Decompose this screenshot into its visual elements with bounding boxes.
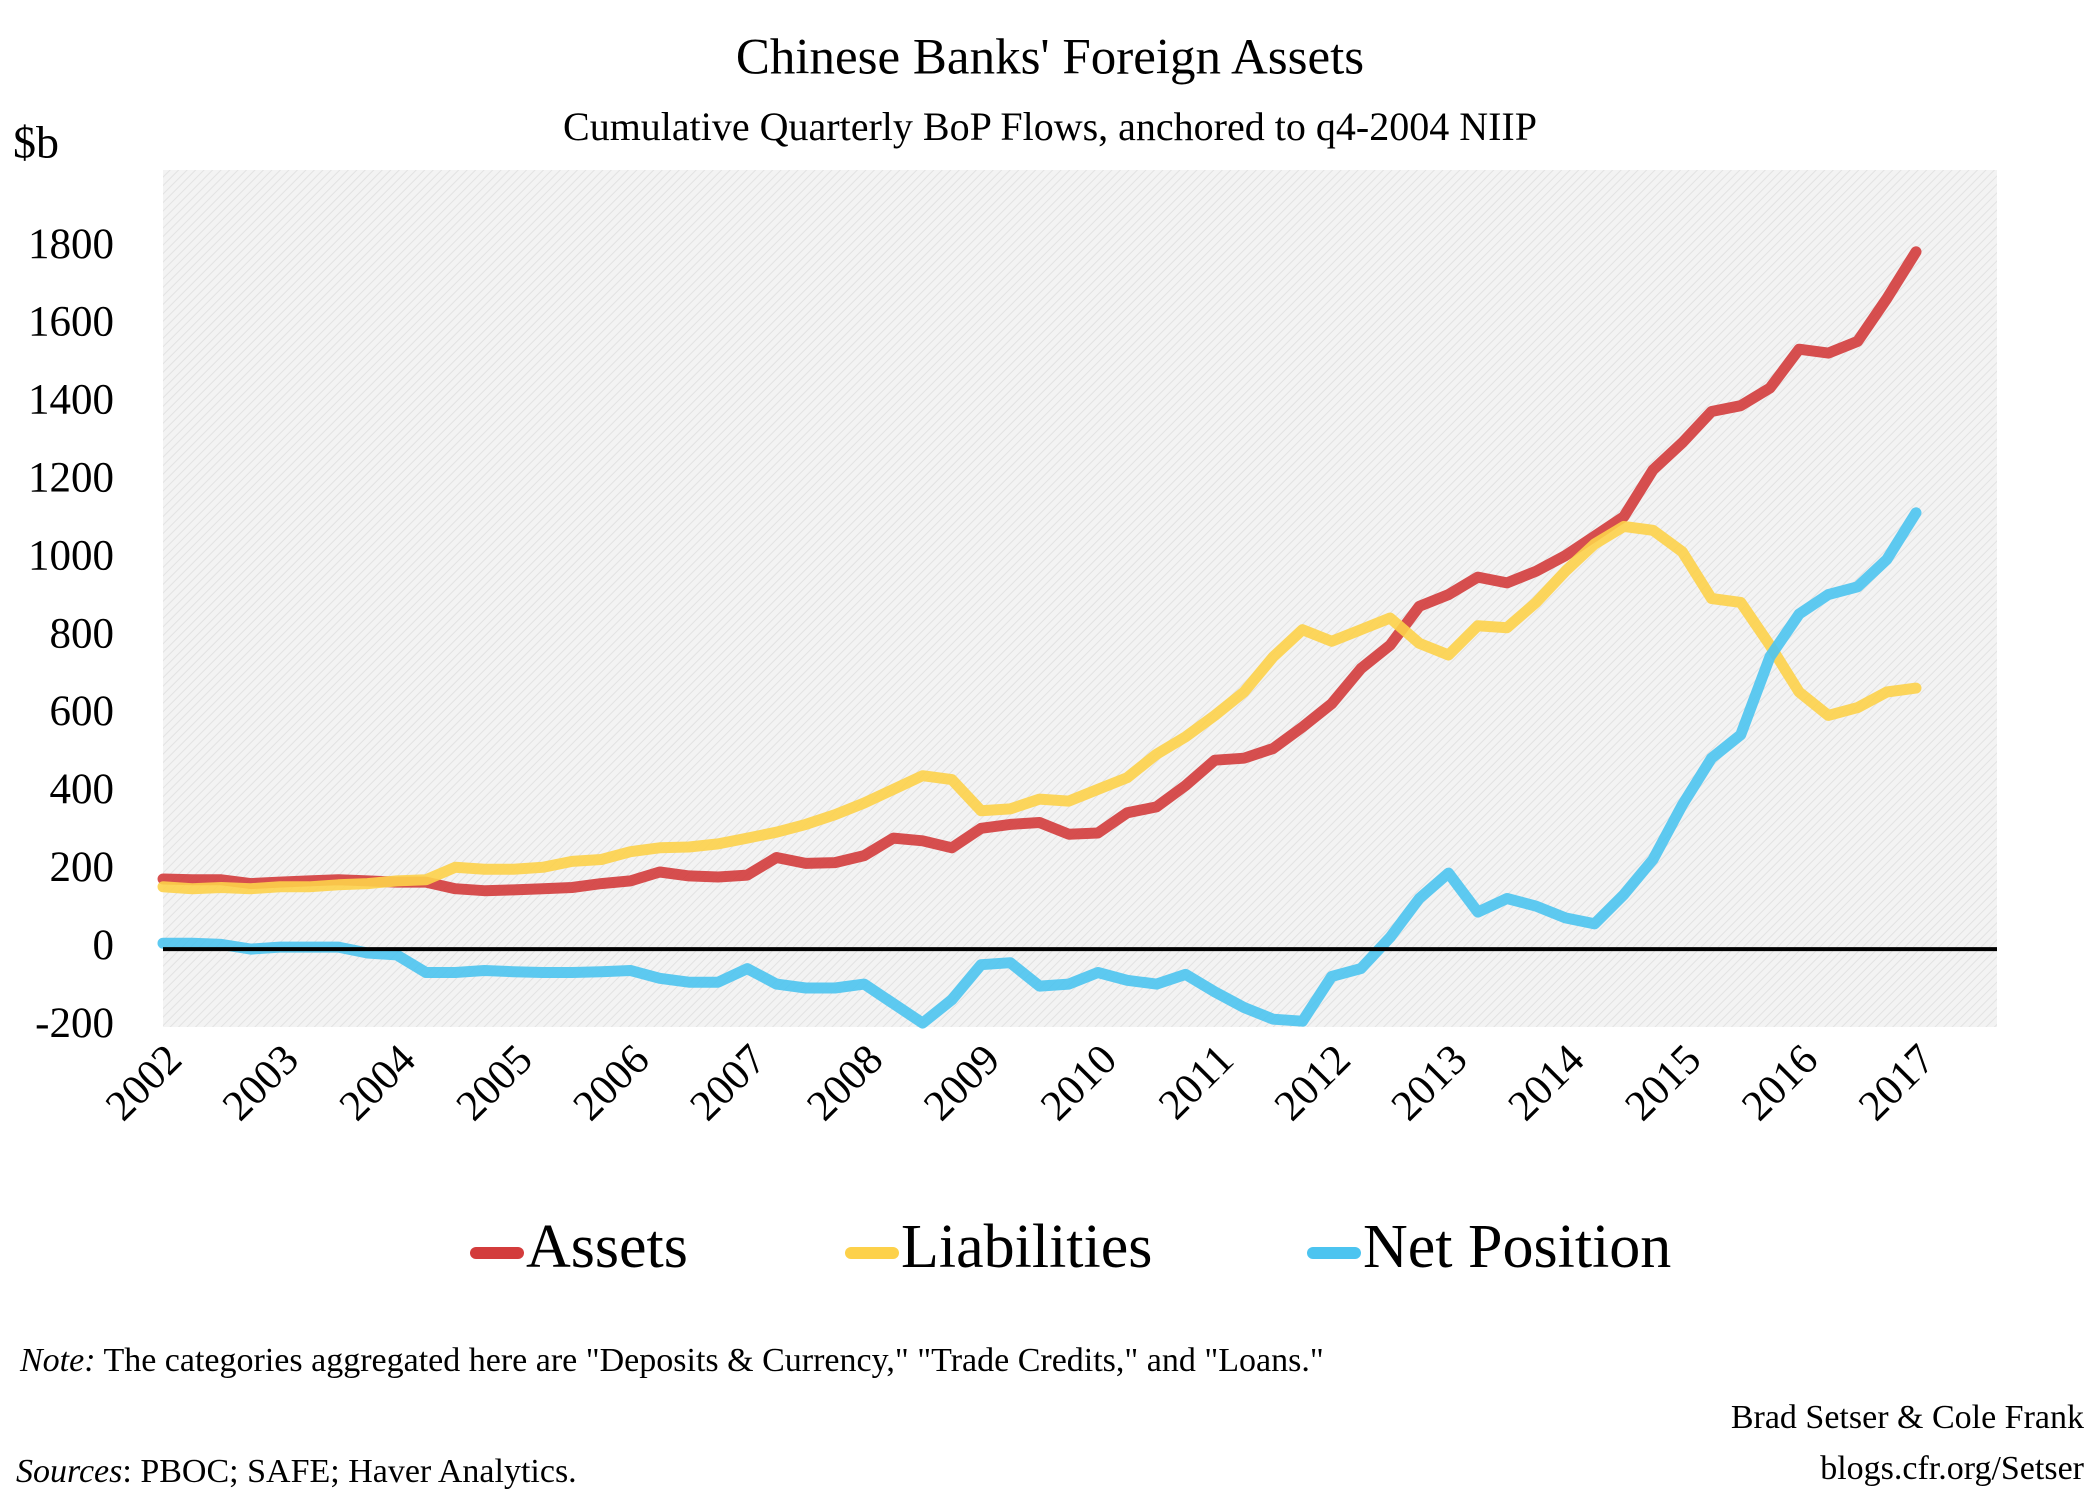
x-tick-label: 2006 — [564, 1036, 658, 1130]
note-text: The categories aggregated here are "Depo… — [103, 1342, 1323, 1379]
chart-title: Chinese Banks' Foreign Assets — [736, 30, 1364, 86]
y-tick-label: 400 — [50, 766, 115, 813]
y-tick-label: 800 — [50, 610, 115, 657]
chart-subtitle: Cumulative Quarterly BoP Flows, anchored… — [563, 104, 1537, 149]
legend-label: Assets — [526, 1213, 688, 1281]
x-tick-label: 2012 — [1266, 1036, 1360, 1130]
y-tick-label: 200 — [50, 844, 115, 891]
note-label: Note: — [19, 1342, 96, 1379]
line-series — [157, 507, 1922, 1029]
x-tick-label: 2015 — [1616, 1036, 1710, 1130]
note: Note: The categories aggregated here are… — [19, 1342, 1324, 1379]
x-tick-label: 2013 — [1383, 1036, 1477, 1130]
y-tick-label: 600 — [50, 688, 115, 735]
y-tick-label: 1400 — [28, 377, 114, 424]
x-tick-label: 2004 — [331, 1036, 425, 1130]
x-tick-label: 2008 — [798, 1036, 892, 1130]
legend-label: Net Position — [1363, 1213, 1671, 1281]
x-tick-label: 2014 — [1499, 1036, 1593, 1130]
y-tick-label: 0 — [93, 922, 115, 969]
y-axis-label: $b — [13, 117, 59, 168]
y-tick-label: 1000 — [28, 532, 114, 579]
sources: Sources: PBOC; SAFE; Haver Analytics. — [16, 1453, 577, 1490]
y-tick-label: 1800 — [28, 221, 114, 268]
x-tick-label: 2005 — [448, 1036, 542, 1130]
x-tick-label: 2003 — [214, 1036, 308, 1130]
line-series — [157, 246, 1922, 897]
x-tick-label: 2009 — [915, 1036, 1009, 1130]
x-tick-label: 2002 — [97, 1036, 191, 1130]
sources-label: Sources — [16, 1453, 122, 1490]
legend-label: Liabilities — [901, 1213, 1152, 1281]
x-tick-label: 2010 — [1032, 1036, 1126, 1130]
y-tick-label: 1200 — [28, 455, 114, 502]
x-tick-label: 2017 — [1850, 1036, 1944, 1130]
x-tick-label: 2007 — [681, 1036, 775, 1130]
y-tick-label: 1600 — [28, 299, 114, 346]
x-tick-label: 2011 — [1150, 1036, 1243, 1129]
credit: Brad Setser & Cole Frank — [1731, 1399, 2084, 1436]
y-tick-label: -200 — [35, 1000, 114, 1047]
sources-text: : PBOC; SAFE; Haver Analytics. — [122, 1453, 576, 1490]
credit: blogs.cfr.org/Setser — [1820, 1450, 2084, 1487]
line-series — [157, 520, 1922, 895]
x-tick-label: 2016 — [1733, 1036, 1827, 1130]
